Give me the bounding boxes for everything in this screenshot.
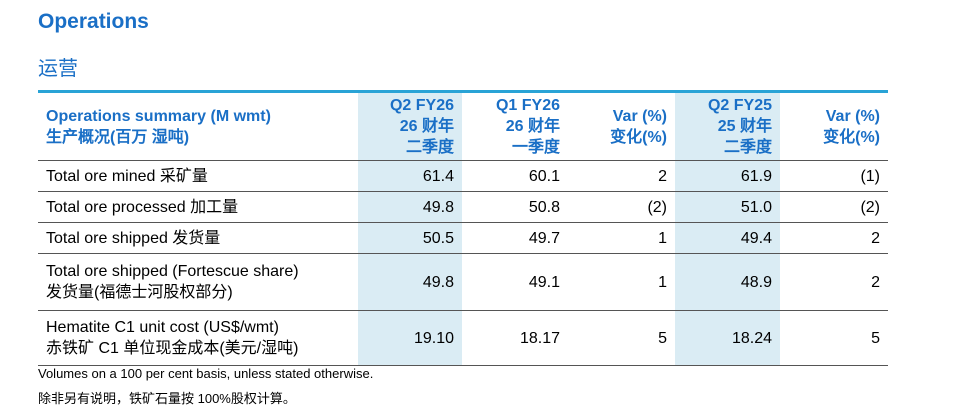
cell-line: 26 财年	[505, 118, 560, 135]
cell-line: 赤铁矿 C1 单位现金成本(美元/湿吨)	[46, 340, 299, 357]
cell: 49.1	[462, 253, 568, 311]
cell-line: Total ore shipped (Fortescue share)	[46, 263, 299, 280]
cell: 61.4	[358, 160, 462, 192]
cell: 1	[568, 253, 675, 311]
cell-line: 变化(%)	[610, 128, 667, 146]
header-cell: Q1 FY26 26 财年一季度	[462, 91, 568, 161]
subtitle: 运营	[38, 58, 78, 80]
row-label: Total ore mined 采矿量	[38, 160, 358, 192]
cell: 50.8	[462, 191, 568, 223]
cell: 5	[780, 310, 888, 366]
cell: 1	[568, 222, 675, 254]
cell-line: 发货量(福德士河股权部分)	[46, 284, 233, 301]
cell: (1)	[780, 160, 888, 192]
header-cell: Var (%) 变化(%)	[780, 91, 888, 161]
cell: 50.5	[358, 222, 462, 254]
cell-line: Total ore processed 加工量	[46, 198, 239, 216]
row-label: Hematite C1 unit cost (US$/wmt) 赤铁矿 C1 单位…	[38, 310, 358, 366]
cell: (2)	[780, 191, 888, 223]
cell: 2	[780, 253, 888, 311]
cell-line: 26 财年	[399, 118, 454, 135]
cell-line: 变化(%)	[823, 128, 880, 146]
cell: 51.0	[675, 191, 780, 223]
cell: 49.7	[462, 222, 568, 254]
cell: 60.1	[462, 160, 568, 192]
cell-line: 二季度	[723, 139, 772, 156]
cell: 49.4	[675, 222, 780, 254]
table-row: Total ore shipped 发货量 50.5 49.7 1 49.4 2	[38, 222, 888, 254]
header-row: Operations summary (M wmt) 生产概况(百万 湿吨) Q2 …	[38, 91, 888, 161]
table-row: Total ore mined 采矿量 61.4 60.1 2 61.9 (1)	[38, 160, 888, 192]
row-label: Total ore processed 加工量	[38, 191, 358, 223]
cell: 18.24	[675, 310, 780, 366]
cell-line: Operations summary (M wmt)	[46, 107, 271, 125]
cell-line: Q2 FY26	[389, 97, 454, 114]
header-cell: Operations summary (M wmt) 生产概况(百万 湿吨)	[38, 91, 358, 161]
header-cell: Q2 FY25 25 财年二季度	[675, 91, 780, 161]
cell: 5	[568, 310, 675, 366]
cell: 18.17	[462, 310, 568, 366]
table-row: Hematite C1 unit cost (US$/wmt) 赤铁矿 C1 单位…	[38, 310, 888, 366]
title: Operations	[38, 10, 149, 33]
cell: 2	[780, 222, 888, 254]
cell: (2)	[568, 191, 675, 223]
cell: 19.10	[358, 310, 462, 366]
cell-line: Q1 FY26	[495, 97, 560, 114]
cell-line: Q2 FY25	[707, 97, 772, 114]
row-label: Total ore shipped 发货量	[38, 222, 358, 254]
cell: 49.8	[358, 191, 462, 223]
footnote: 除非另有说明，铁矿石量按 100%股权计算。	[38, 391, 296, 406]
footnote: Volumes on a 100 per cent basis, unless …	[38, 366, 374, 381]
cell-line: Var (%)	[612, 107, 667, 125]
cell-line: Total ore shipped 发货量	[46, 229, 221, 247]
row-label: Total ore shipped (Fortescue share) 发货量(福…	[38, 253, 358, 311]
table-row: Total ore processed 加工量 49.8 50.8 (2) 51.0 (2…	[38, 191, 888, 223]
cell: 61.9	[675, 160, 780, 192]
header-cell: Q2 FY26 26 财年二季度	[358, 91, 462, 161]
cell: 2	[568, 160, 675, 192]
cell-line: 二季度	[405, 139, 454, 156]
cell-line: Total ore mined 采矿量	[46, 167, 208, 185]
table-row: Total ore shipped (Fortescue share) 发货量(福…	[38, 253, 888, 311]
cell: 48.9	[675, 253, 780, 311]
cell-line: Hematite C1 unit cost (US$/wmt)	[46, 319, 279, 336]
cell-line: 生产概况(百万 湿吨)	[46, 128, 190, 146]
cell: 49.8	[358, 253, 462, 311]
table: Operations summary (M wmt) 生产概况(百万 湿吨) Q2 …	[38, 90, 888, 366]
header-cell: Var (%) 变化(%)	[568, 91, 675, 161]
cell-line: 25 财年	[717, 118, 772, 135]
cell-line: Var (%)	[825, 107, 880, 125]
cell-line: 一季度	[511, 139, 560, 156]
